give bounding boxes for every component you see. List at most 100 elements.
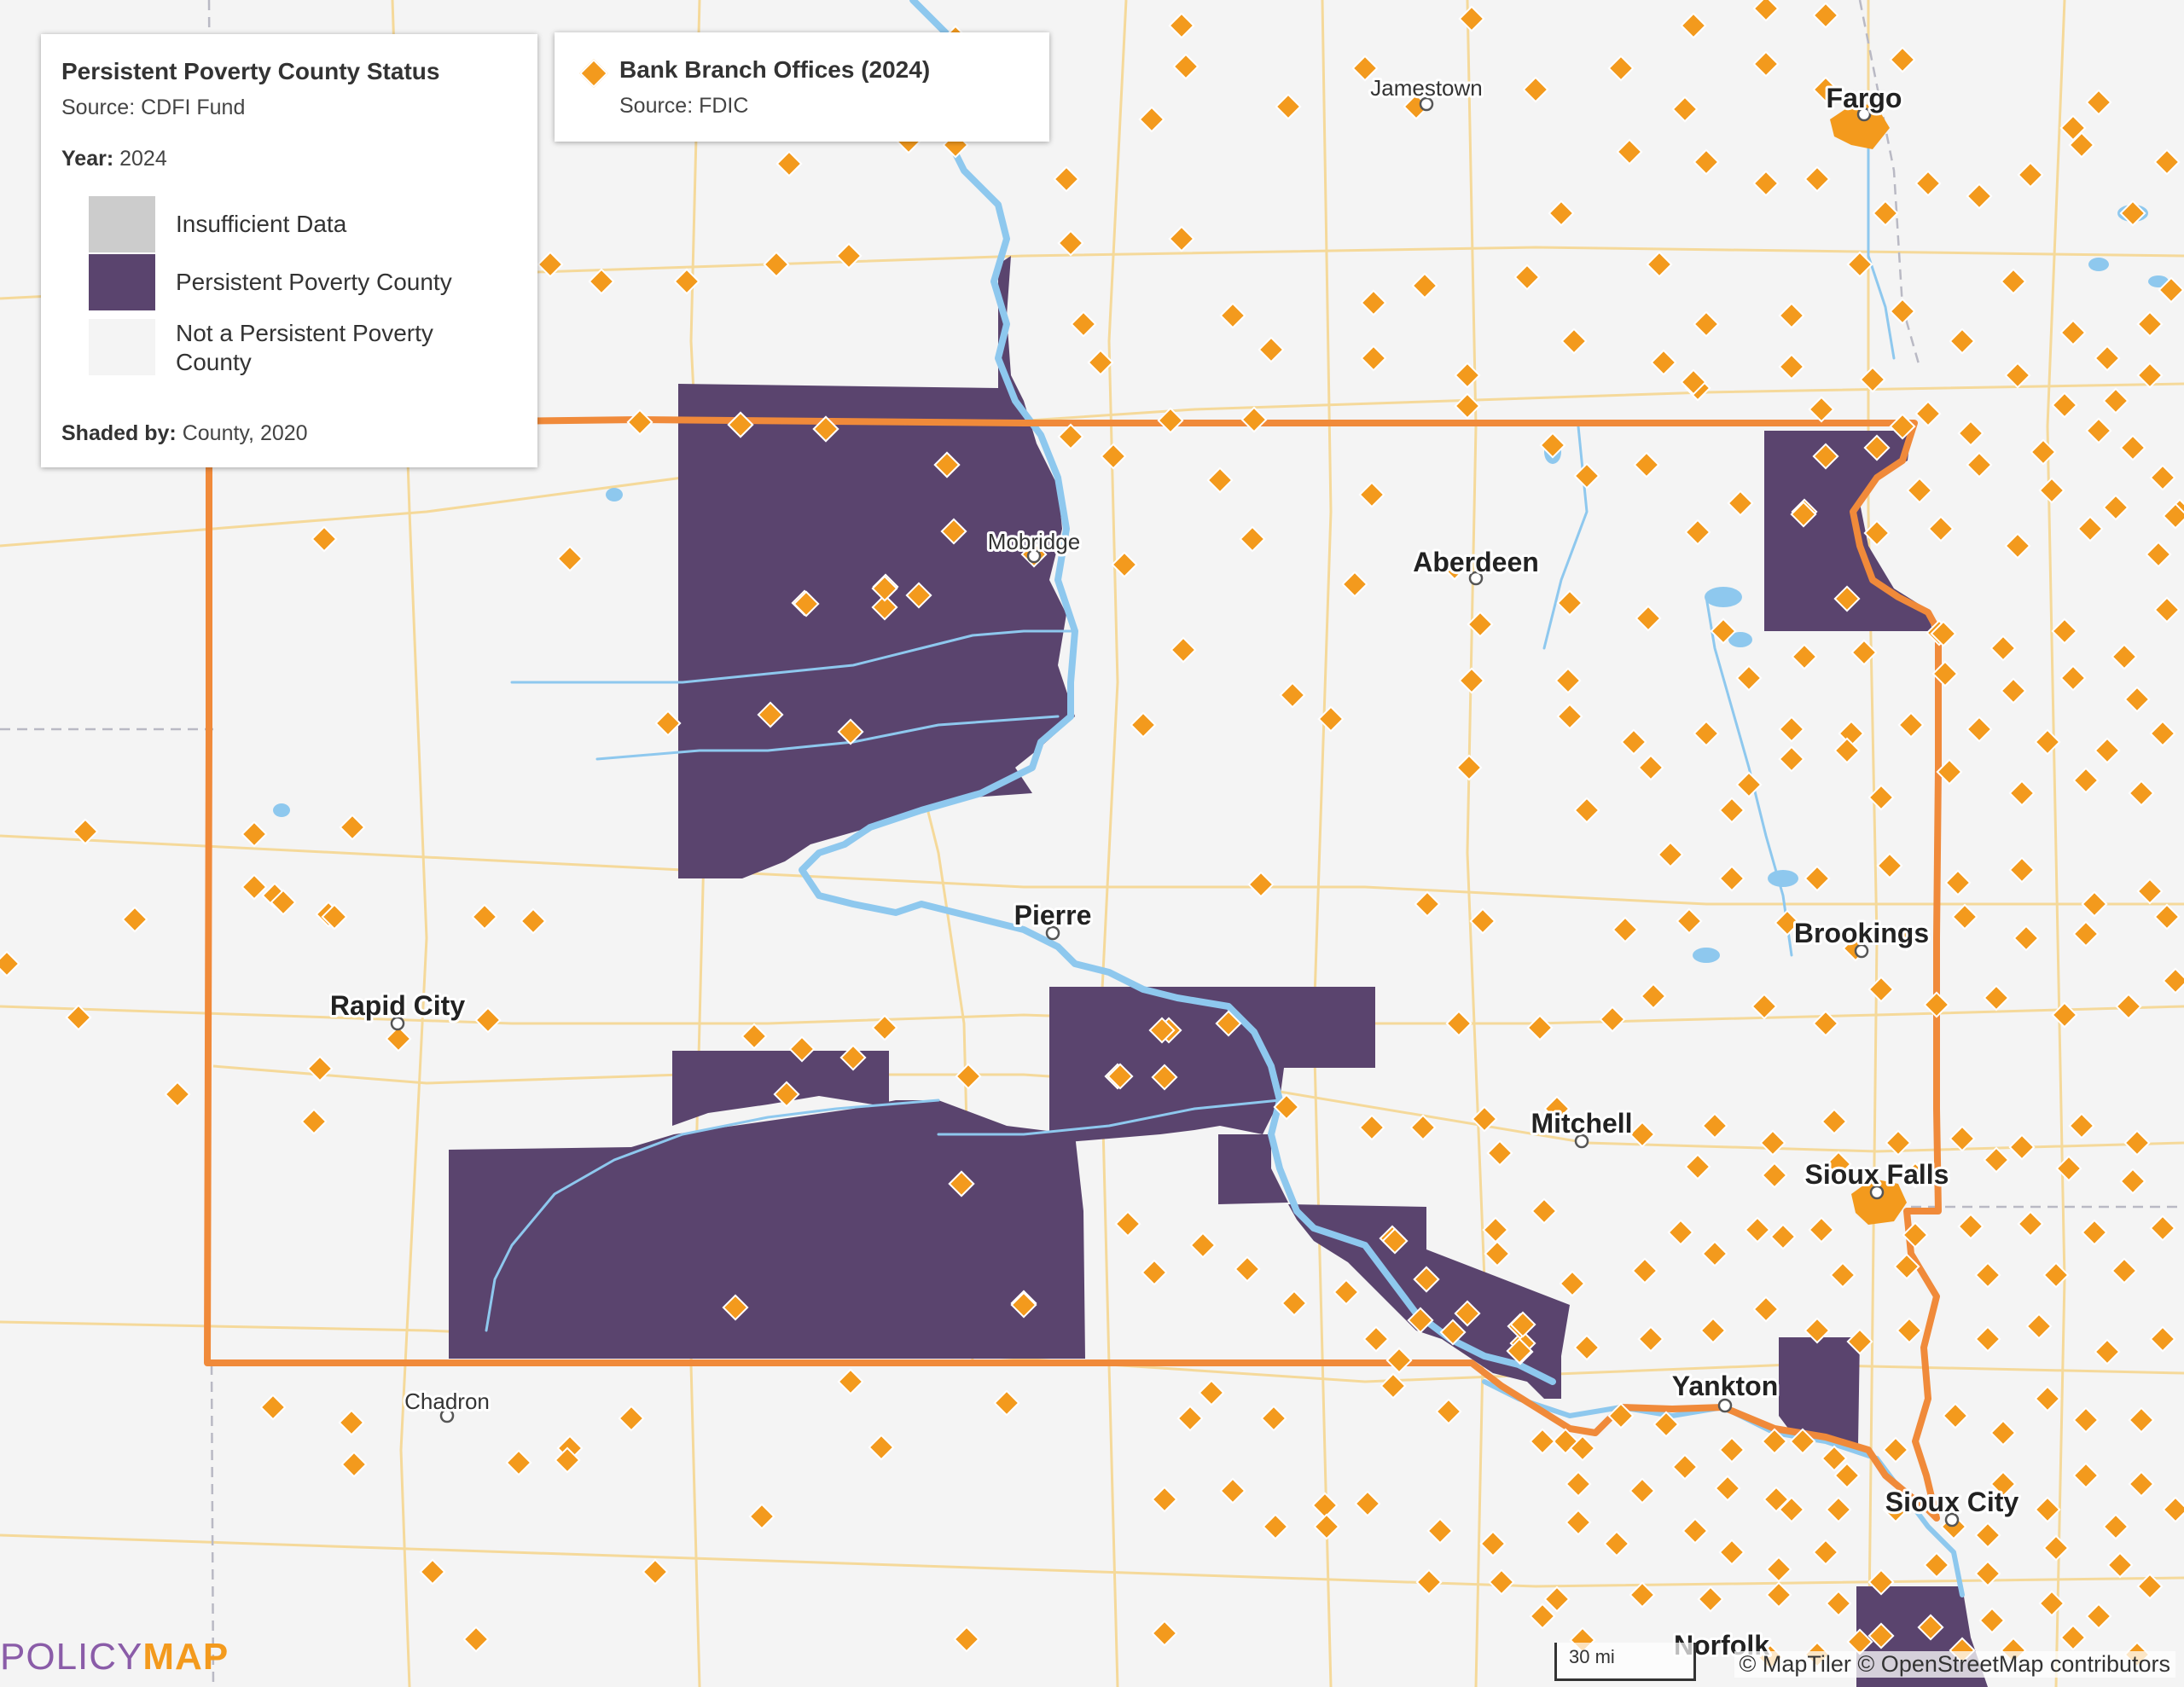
bank-branch-marker[interactable] bbox=[1413, 1266, 1440, 1293]
bank-branch-marker[interactable] bbox=[1409, 1114, 1437, 1141]
bank-branch-marker[interactable] bbox=[1616, 138, 1643, 165]
bank-branch-marker[interactable] bbox=[955, 1063, 982, 1090]
bank-branch-marker[interactable] bbox=[270, 889, 297, 916]
bank-branch-marker[interactable] bbox=[2145, 541, 2172, 568]
bank-branch-marker[interactable] bbox=[2119, 434, 2146, 461]
bank-branch-marker[interactable] bbox=[2085, 1603, 2112, 1630]
bank-branch-marker[interactable] bbox=[2128, 1406, 2155, 1434]
bank-branch-marker[interactable] bbox=[2042, 1534, 2070, 1562]
bank-branch-marker[interactable] bbox=[757, 701, 784, 728]
bank-branch-marker[interactable] bbox=[1107, 1063, 1134, 1090]
bank-branch-marker[interactable] bbox=[1333, 1278, 1360, 1306]
bank-branch-marker[interactable] bbox=[1735, 664, 1763, 692]
bank-branch-marker[interactable] bbox=[788, 1035, 816, 1063]
bank-branch-marker[interactable] bbox=[1902, 1221, 1929, 1249]
bank-branch-marker[interactable] bbox=[2000, 677, 2027, 704]
bank-branch-marker[interactable] bbox=[1718, 1436, 1745, 1464]
bank-branch-marker[interactable] bbox=[1752, 50, 1780, 78]
bank-branch-marker[interactable] bbox=[1414, 890, 1441, 918]
bank-branch-marker[interactable] bbox=[1769, 1223, 1797, 1250]
bank-branch-marker[interactable] bbox=[1778, 745, 1805, 773]
bank-branch-marker[interactable] bbox=[2081, 1219, 2108, 1246]
bank-branch-marker[interactable] bbox=[1247, 871, 1275, 898]
bank-branch-marker[interactable] bbox=[385, 1025, 412, 1052]
bank-branch-marker[interactable] bbox=[871, 594, 898, 621]
bank-branch-marker[interactable] bbox=[2149, 720, 2176, 747]
bank-branch-marker[interactable] bbox=[1682, 1517, 1709, 1545]
bank-branch-marker[interactable] bbox=[1629, 1581, 1656, 1609]
bank-branch-marker[interactable] bbox=[1458, 5, 1485, 32]
bank-branch-marker[interactable] bbox=[2025, 1313, 2053, 1340]
bank-branch-marker[interactable] bbox=[1829, 1261, 1856, 1289]
bank-branch-marker[interactable] bbox=[1275, 93, 1302, 120]
bank-branch-marker[interactable] bbox=[1989, 635, 2017, 662]
bank-branch-marker[interactable] bbox=[1923, 991, 1950, 1018]
bank-branch-marker[interactable] bbox=[1341, 571, 1368, 598]
bank-branch-marker[interactable] bbox=[1966, 451, 1993, 478]
bank-branch-marker[interactable] bbox=[1565, 1509, 1592, 1536]
bank-branch-marker[interactable] bbox=[1631, 1257, 1658, 1284]
bank-branch-marker[interactable] bbox=[2153, 903, 2181, 930]
bank-branch-marker[interactable] bbox=[1867, 976, 1895, 1003]
bank-branch-marker[interactable] bbox=[1804, 165, 1831, 193]
bank-branch-marker[interactable] bbox=[2085, 89, 2112, 116]
bank-branch-marker[interactable] bbox=[1543, 1095, 1571, 1122]
bank-branch-marker[interactable] bbox=[1791, 643, 1818, 670]
bank-branch-marker[interactable] bbox=[1629, 1121, 1656, 1148]
bank-branch-marker[interactable] bbox=[748, 1503, 775, 1530]
bank-branch-marker[interactable] bbox=[1087, 349, 1114, 376]
bank-branch-marker[interactable] bbox=[1867, 1622, 1895, 1649]
bank-branch-marker[interactable] bbox=[1765, 1581, 1792, 1609]
bank-branch-marker[interactable] bbox=[2123, 686, 2151, 713]
bank-branch-marker[interactable] bbox=[339, 814, 366, 841]
bank-branch-marker[interactable] bbox=[1543, 1586, 1571, 1613]
bank-branch-marker[interactable] bbox=[505, 1449, 532, 1476]
bank-branch-marker[interactable] bbox=[2034, 1496, 2061, 1523]
bank-branch-marker[interactable] bbox=[2034, 728, 2061, 756]
bank-branch-marker[interactable] bbox=[1313, 1513, 1340, 1540]
bank-branch-marker[interactable] bbox=[1917, 1614, 1944, 1641]
bank-branch-marker[interactable] bbox=[1949, 328, 1976, 355]
bank-branch-marker[interactable] bbox=[2115, 993, 2142, 1020]
bank-branch-marker[interactable] bbox=[241, 820, 268, 848]
bank-branch-marker[interactable] bbox=[1560, 328, 1588, 355]
bank-branch-marker[interactable] bbox=[1744, 1216, 1771, 1244]
policymap-logo[interactable]: POLICYMAP bbox=[0, 1636, 229, 1678]
bank-branch-marker[interactable] bbox=[1914, 400, 1942, 427]
bank-branch-marker[interactable] bbox=[1684, 519, 1711, 546]
bank-branch-marker[interactable] bbox=[2162, 1496, 2184, 1523]
bank-branch-marker[interactable] bbox=[1172, 53, 1199, 80]
bank-branch-marker[interactable] bbox=[2136, 1573, 2164, 1600]
bank-branch-marker[interactable] bbox=[2149, 464, 2176, 491]
bank-branch-marker[interactable] bbox=[2004, 362, 2031, 389]
bank-branch-marker[interactable] bbox=[2102, 1513, 2129, 1540]
bank-branch-marker[interactable] bbox=[2055, 1155, 2082, 1182]
bank-branch-marker[interactable] bbox=[1701, 1240, 1728, 1267]
bank-branch-marker[interactable] bbox=[1718, 865, 1745, 892]
bank-branch-marker[interactable] bbox=[1833, 585, 1861, 612]
bank-branch-marker[interactable] bbox=[1455, 754, 1483, 781]
bank-branch-marker[interactable] bbox=[837, 1368, 864, 1395]
bank-branch-marker[interactable] bbox=[537, 251, 564, 278]
bank-branch-marker[interactable] bbox=[1100, 443, 1127, 470]
bank-branch-marker[interactable] bbox=[1070, 310, 1097, 338]
bank-branch-marker[interactable] bbox=[1454, 1300, 1481, 1327]
bank-branch-marker[interactable] bbox=[1360, 345, 1387, 372]
bank-branch-marker[interactable] bbox=[727, 411, 754, 438]
bank-branch-marker[interactable] bbox=[2059, 319, 2087, 346]
bank-branch-marker[interactable] bbox=[642, 1558, 669, 1586]
bank-branch-marker[interactable] bbox=[2017, 161, 2044, 188]
bank-branch-marker[interactable] bbox=[2072, 1406, 2100, 1434]
bank-branch-marker[interactable] bbox=[1469, 907, 1496, 935]
bank-branch-marker[interactable] bbox=[1633, 451, 1660, 478]
bank-branch-marker[interactable] bbox=[1882, 1496, 1909, 1523]
bank-branch-marker[interactable] bbox=[1317, 705, 1345, 733]
bank-branch-marker[interactable] bbox=[2059, 1624, 2087, 1651]
bank-branch-marker[interactable] bbox=[1479, 1530, 1507, 1557]
bank-branch-marker[interactable] bbox=[1718, 1539, 1745, 1566]
bank-branch-marker[interactable] bbox=[1168, 12, 1195, 39]
bank-branch-marker[interactable] bbox=[2077, 515, 2104, 542]
bank-branch-marker[interactable] bbox=[1138, 106, 1165, 133]
bank-branch-marker[interactable] bbox=[1482, 1216, 1509, 1244]
